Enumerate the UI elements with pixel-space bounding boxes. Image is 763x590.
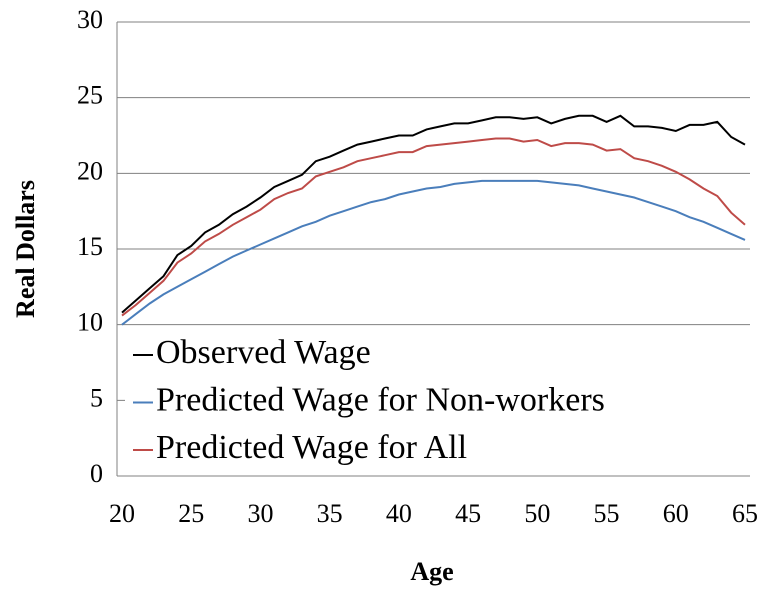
y-axis-title: Real Dollars: [11, 180, 40, 318]
x-axis-title: Age: [410, 557, 453, 586]
x-tick-label: 40: [386, 499, 412, 528]
x-tick-label: 50: [524, 499, 550, 528]
y-tick-label: 5: [90, 383, 103, 412]
legend-label: Predicted Wage for Non-workers: [156, 381, 605, 418]
y-tick-label: 10: [77, 308, 103, 337]
x-tick-label: 45: [455, 499, 481, 528]
series-line: [121, 179, 746, 326]
x-tick-label: 60: [663, 499, 689, 528]
x-tick-label: 20: [109, 499, 135, 528]
legend-label: Observed Wage: [156, 334, 371, 371]
x-tick-label: 30: [247, 499, 273, 528]
x-tick-label: 65: [732, 499, 758, 528]
series-line: [121, 114, 746, 314]
legend-label: Predicted Wage for All: [156, 429, 467, 466]
x-tick-label: 55: [594, 499, 620, 528]
y-tick-label: 30: [77, 5, 103, 34]
y-tick-label: 20: [77, 156, 103, 185]
y-tick-label: 0: [90, 459, 103, 488]
legend-box: [125, 333, 755, 471]
series-line: [121, 137, 746, 317]
x-tick-label: 25: [178, 499, 204, 528]
y-tick-label: 25: [77, 81, 103, 110]
x-tick-label: 35: [317, 499, 343, 528]
y-tick-label: 15: [77, 232, 103, 261]
